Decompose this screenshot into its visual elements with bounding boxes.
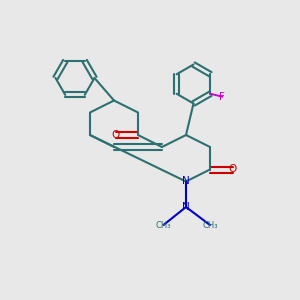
Text: O: O	[228, 164, 237, 175]
Text: CH₃: CH₃	[202, 220, 218, 230]
Text: F: F	[219, 92, 225, 102]
Text: N: N	[182, 176, 190, 187]
Text: O: O	[111, 130, 120, 140]
Text: CH₃: CH₃	[156, 220, 171, 230]
Text: N: N	[182, 202, 190, 212]
